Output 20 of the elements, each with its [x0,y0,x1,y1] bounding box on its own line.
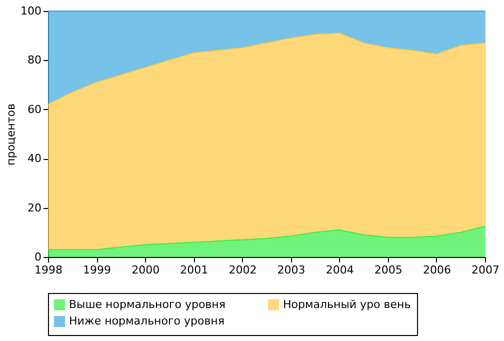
y-axis-title: процентов [4,104,18,166]
x-tick-label: 2002 [228,264,257,276]
x-tick-label: 2000 [132,264,160,276]
x-tick-label: 2007 [472,264,500,276]
x-tick-label: 2005 [374,264,402,276]
y-tick-label: 100 [20,4,42,18]
legend-label: Ниже нормального уровня [69,314,224,328]
x-tick-label: 2004 [326,264,354,276]
legend-label: Выше нормального уровня [69,298,226,311]
y-tick-label: 0 [34,250,42,264]
y-tick-label: 20 [28,201,42,214]
y-tick-label: 60 [28,102,42,116]
x-tick-label: 1999 [83,264,112,276]
x-tick-label: 1998 [34,264,62,276]
y-tick-label: 80 [28,54,42,67]
y-tick-label: 40 [28,152,42,166]
x-tick-label: 2001 [180,264,208,276]
x-tick-label: 2003 [277,264,306,276]
x-tick-label: 2006 [422,264,451,276]
legend-label: Нормальный уро вень [283,298,411,311]
